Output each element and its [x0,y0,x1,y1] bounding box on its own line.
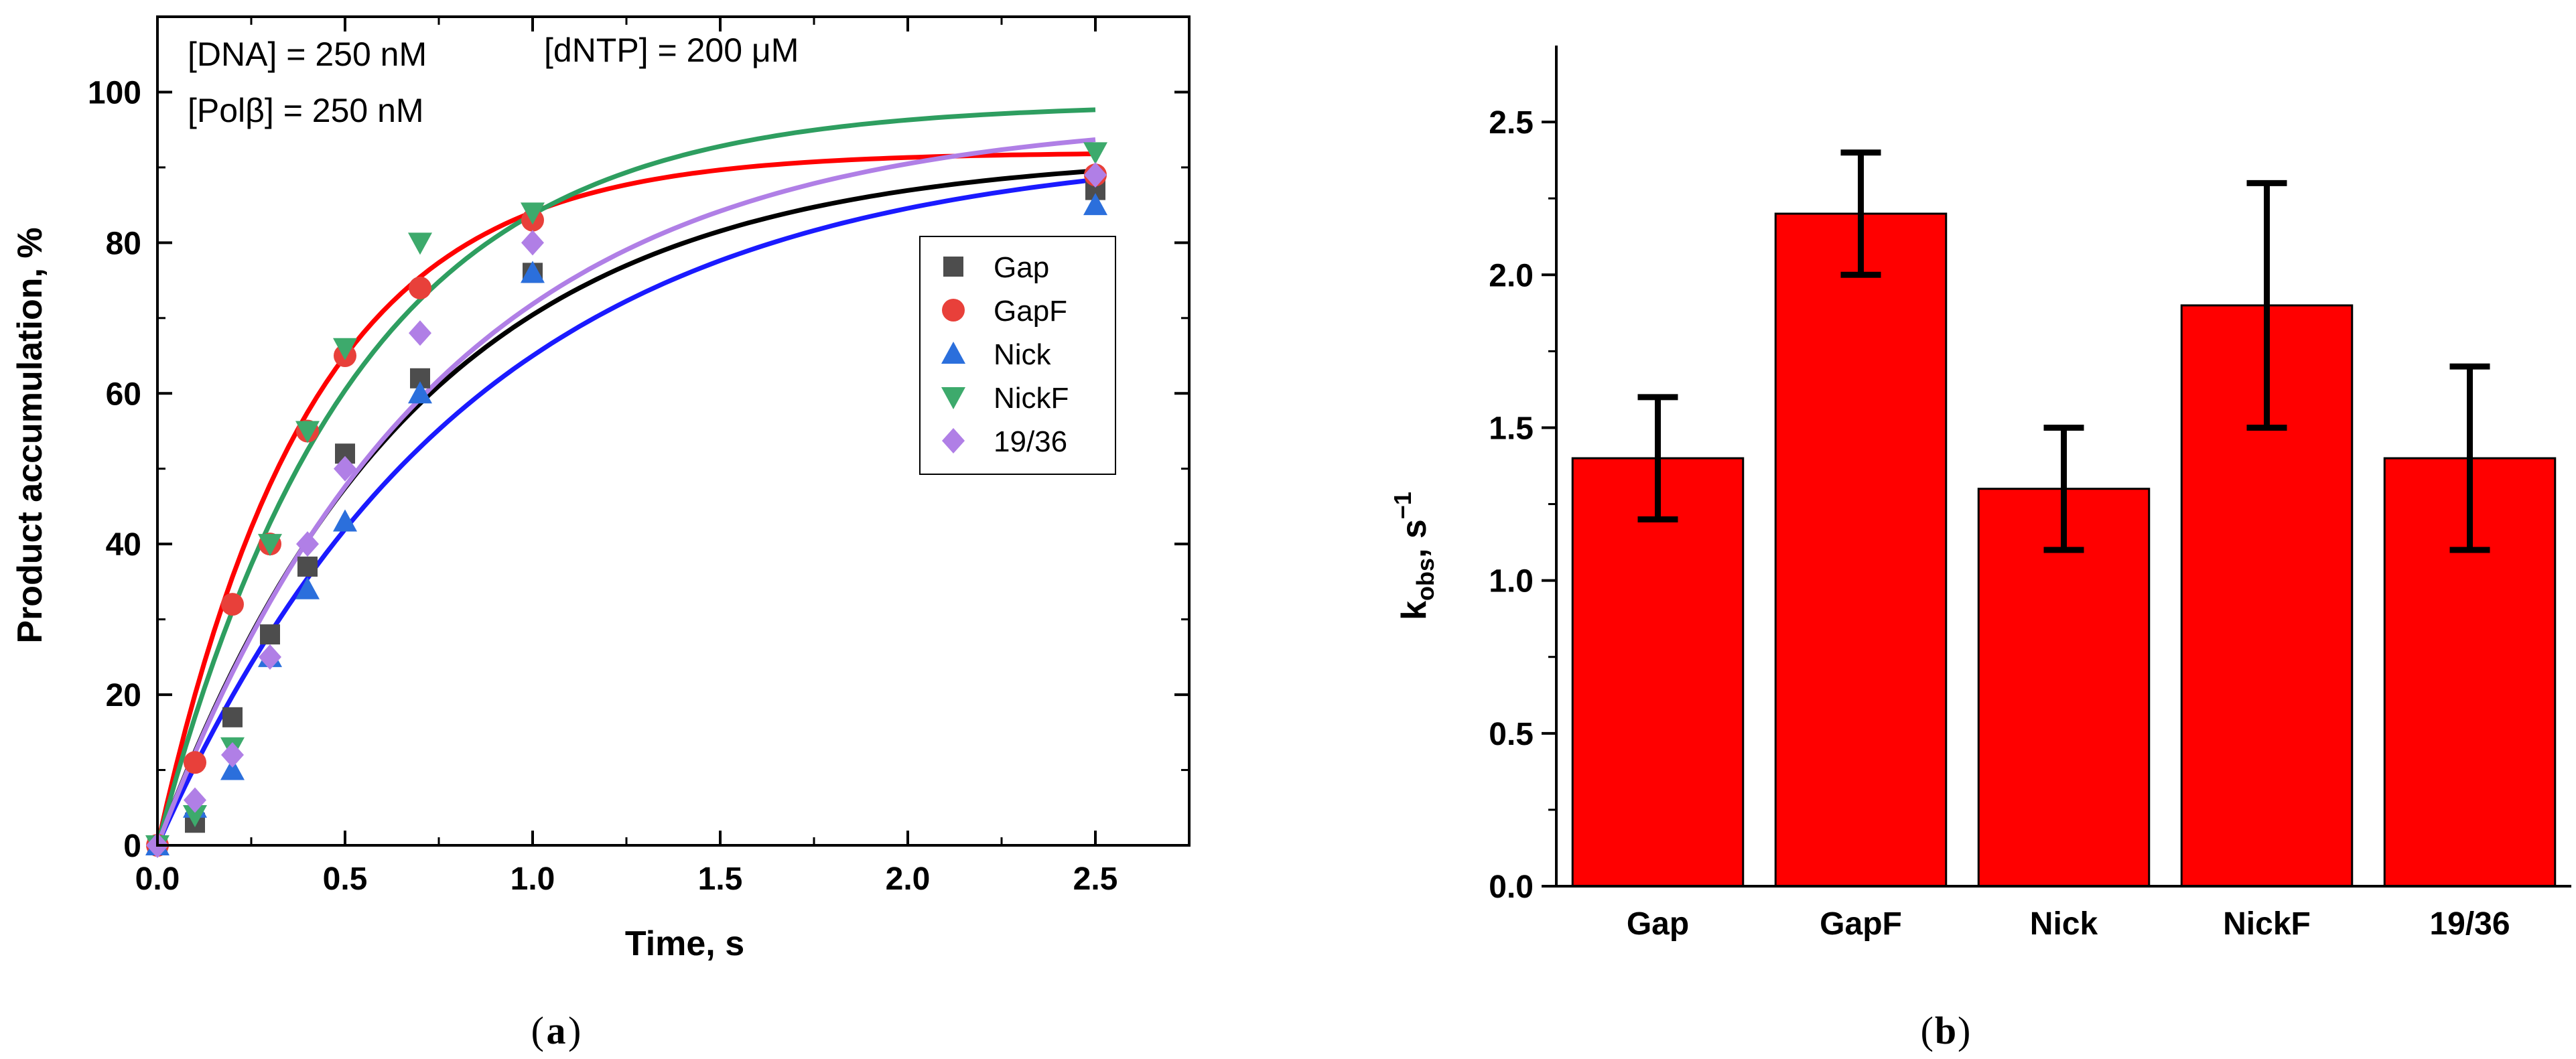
error-bar [1840,149,1881,278]
y-title-superscript: −1 [1389,492,1416,519]
y-title-subscript: obs [1412,558,1439,601]
fit-curve-19-36 [155,137,1096,847]
panel-a-frame [156,15,1191,847]
panel-b-bar-chart: Gap GapF Nick NickF 19/360.00.51.01.52.02.5 … [1389,46,2571,1052]
legend-label: NickF [994,382,1069,415]
data-point [222,707,243,727]
panel-b-y-axis-title: kobs, s−1 [1389,492,1439,620]
legend-marker [941,387,965,409]
error-bar [2043,424,2084,553]
y-tick-label: 80 [106,226,141,261]
panel-a-legend: Gap GapF Nick NickF 19/36 [919,236,1116,475]
x-tick-label: 0.5 [323,861,368,897]
data-point [258,534,282,557]
y-tick-label: 1.0 [1489,564,1534,599]
data-point [1083,142,1107,165]
bar-gap [1571,457,1745,888]
x-category-label: GapF [1820,906,1902,942]
data-point [409,320,431,346]
error-bar [2246,180,2287,431]
x-tick-label: 1.0 [511,861,555,897]
panel-a-plot-area [145,107,1107,858]
data-point [521,261,545,283]
y-title-tail: , s [1395,519,1434,558]
panel-a-label-letter: a [547,1009,566,1052]
data-point [295,421,320,443]
x-tick-label: 2.0 [886,861,931,897]
legend-marker [943,257,963,277]
data-point [184,751,206,774]
y-tick-label: 0 [123,829,141,864]
legend-label: 19/36 [994,425,1067,458]
fit-curve-nickf [155,107,1096,846]
bar-nick [1977,488,2151,888]
panel-b-label: ( b ) [1921,1009,1971,1052]
data-point [408,381,432,404]
data-point [333,338,357,360]
data-point [334,455,356,482]
legend-marker [942,428,965,453]
data-point [1083,193,1107,216]
data-point [259,644,281,670]
legend-marker [942,299,965,322]
data-point [409,276,431,299]
data-point [521,202,545,225]
data-point [220,758,245,780]
data-point [295,577,320,599]
y-tick-label: 2.0 [1489,258,1534,293]
data-point [1084,162,1107,188]
y-tick-label: 0.0 [1489,869,1534,905]
x-tick-label: 2.5 [1073,861,1118,897]
panel-a-axes: 0.0 0.5 1.0 1.5 2.0 2.5 0 20 40 60 80 100 [88,15,1191,897]
y-tick-label: 0.5 [1489,717,1534,752]
data-point [260,624,280,645]
x-category-label: NickF [2223,906,2311,942]
y-tick-label: 100 [88,75,141,111]
legend-label: Nick [994,338,1052,371]
y-tick-label: 40 [106,527,141,563]
x-category-label: Nick [2030,906,2098,942]
annotation-dna-concentration: [DNA] = 250 nM [188,36,427,73]
svg-text:(: ( [1921,1009,1934,1052]
x-category-label: 19/36 [2429,906,2510,942]
panel-a-x-axis-title: Time, s [625,924,744,963]
panel-b-plot-area [1571,149,2557,888]
y-tick-label: 2.5 [1489,105,1534,141]
data-point [184,787,206,813]
data-point [333,509,357,532]
annotation-dntp-concentration: [dNTP] = 200 μM [544,31,799,69]
panel-b-axes: Gap GapF Nick NickF 19/36 0.0 0.5 1.0 1.5 2.0 2.5 [1489,46,2571,942]
panel-a-y-axis-title: Product accumulation, % [11,227,50,643]
panel-b-label-letter: b [1935,1009,1956,1052]
error-bar [2449,363,2490,553]
svg-text:(: ( [531,1009,544,1052]
data-point [183,805,207,828]
svg-text:): ) [568,1009,581,1052]
panel-a-label: ( a ) [531,1009,582,1052]
bar-gapf [1774,212,1948,888]
legend-marker [941,342,965,364]
data-point [408,232,432,255]
data-point [221,593,244,616]
y-tick-label: 60 [106,376,141,412]
annotation-polb-concentration: [Polβ] = 250 nM [188,92,424,129]
data-point [297,556,318,577]
data-point [521,230,544,256]
svg-text:): ) [1958,1009,1970,1052]
x-tick-label: 0.0 [135,861,180,897]
y-tick-label: 1.5 [1489,411,1534,446]
x-category-label: Gap [1627,906,1689,942]
panel-a-scatter-chart: 0.0 0.5 1.0 1.5 2.0 2.5 0 20 40 60 80 100 Time, s P… [11,15,1191,1052]
legend-label: Gap [994,251,1049,284]
legend-label: GapF [994,295,1067,328]
data-point [221,742,244,768]
y-title-main: k [1395,601,1434,620]
data-point [296,531,319,557]
x-tick-label: 1.5 [698,861,743,897]
y-tick-label: 20 [106,678,141,713]
error-bar [1637,394,1678,522]
